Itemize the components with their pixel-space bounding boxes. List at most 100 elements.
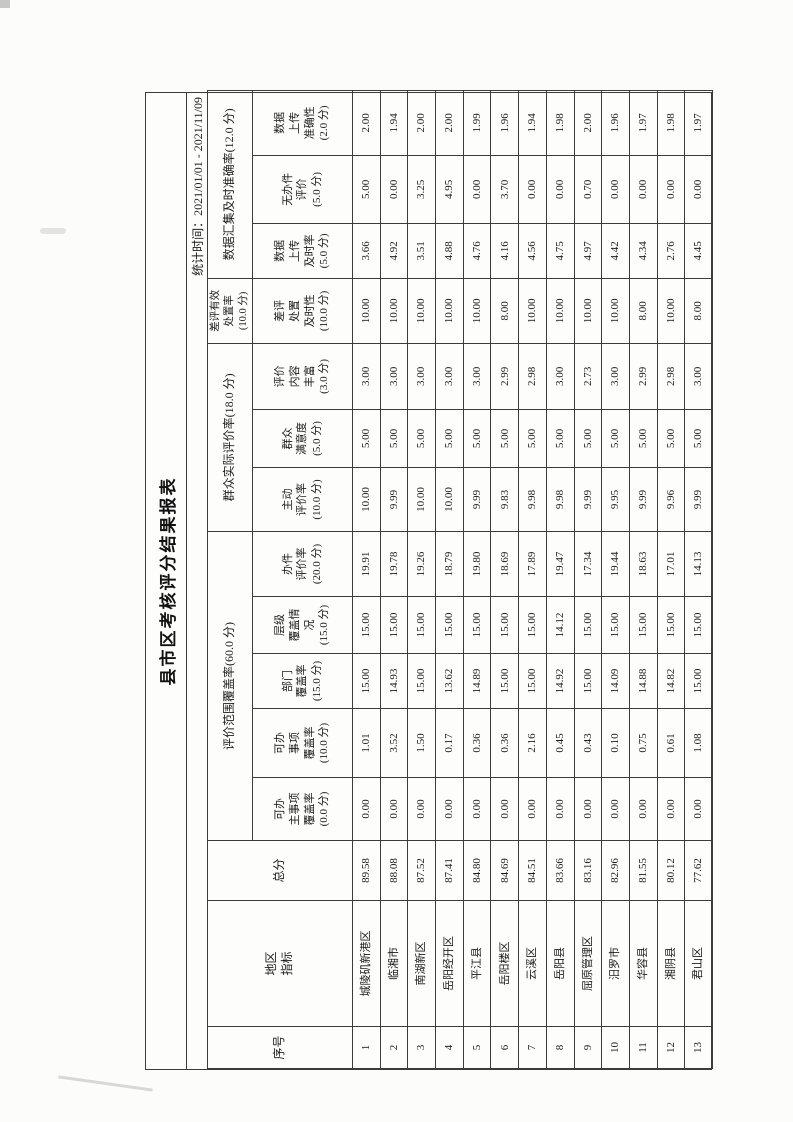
cell-score: 15.00 bbox=[601, 596, 630, 654]
table-row: 3 南湖新区 87.52 0.00 1.50 15.00 15.00 19.26 10.00 5.… bbox=[407, 90, 436, 1069]
cell-score: 0.00 bbox=[463, 777, 491, 841]
cell-total: 88.08 bbox=[380, 840, 408, 901]
cell-score: 0.36 bbox=[490, 708, 519, 778]
cell-score: 2.99 bbox=[490, 343, 519, 410]
cell-region: 城陵矶新港区 bbox=[352, 900, 381, 1027]
cell-score: 0.00 bbox=[380, 155, 408, 224]
table-row: 5 平江县 84.80 0.00 0.36 14.89 15.00 19.80 9.99 5.00… bbox=[463, 90, 491, 1069]
cell-score: 15.00 bbox=[657, 596, 685, 654]
cell-score: 1.96 bbox=[601, 90, 630, 156]
cell-score: 2.00 bbox=[352, 90, 381, 156]
cell-score: 0.00 bbox=[684, 777, 713, 841]
cell-score: 1.94 bbox=[380, 90, 408, 156]
cell-score: 5.00 bbox=[490, 409, 519, 468]
cell-score: 10.00 bbox=[601, 278, 630, 344]
cell-score: 14.13 bbox=[684, 531, 713, 597]
cell-score: 15.00 bbox=[435, 596, 464, 654]
cell-score: 4.34 bbox=[629, 223, 658, 279]
cell-score: 0.00 bbox=[463, 155, 491, 224]
cell-score: 10.00 bbox=[463, 278, 491, 344]
cell-score: 8.00 bbox=[629, 278, 658, 344]
cell-score: 3.00 bbox=[601, 343, 630, 410]
cell-score: 8.00 bbox=[490, 278, 519, 344]
cell-score: 5.00 bbox=[407, 409, 436, 468]
corner-header: 序号 bbox=[207, 1026, 353, 1069]
cell-score: 3.70 bbox=[490, 155, 519, 224]
cell-region: 汨罗市 bbox=[601, 900, 630, 1027]
cell-seq: 8 bbox=[546, 1026, 574, 1069]
score-table: 序号 地区 指标 总分 评价范围覆盖率(60.0 分) 群众实际评价率(18.0 分) 差… bbox=[207, 90, 713, 1069]
cell-score: 10.00 bbox=[518, 278, 547, 344]
cell-score: 15.00 bbox=[380, 596, 408, 654]
cell-score: 4.88 bbox=[435, 223, 464, 279]
cell-score: 15.00 bbox=[518, 653, 547, 709]
cell-seq: 6 bbox=[490, 1026, 519, 1069]
cell-score: 4.97 bbox=[574, 223, 602, 279]
cell-score: 15.00 bbox=[407, 653, 436, 709]
table-row: 6 岳阳楼区 84.69 0.00 0.36 15.00 15.00 18.69 9.83 5.0… bbox=[490, 90, 519, 1069]
cell-score: 0.10 bbox=[601, 708, 630, 778]
cell-score: 15.00 bbox=[490, 596, 519, 654]
cell-score: 15.00 bbox=[684, 653, 713, 709]
cell-seq: 4 bbox=[435, 1026, 464, 1069]
cell-score: 0.61 bbox=[657, 708, 685, 778]
cell-score: 14.88 bbox=[629, 653, 658, 709]
cell-score: 10.00 bbox=[435, 467, 464, 532]
cell-score: 0.00 bbox=[574, 777, 602, 841]
column-header: 数据 上传 及时率 (5.0 分) bbox=[252, 223, 353, 279]
cell-score: 8.00 bbox=[684, 278, 713, 344]
cell-region: 南湖新区 bbox=[407, 900, 436, 1027]
cell-score: 9.98 bbox=[518, 467, 547, 532]
cell-score: 3.00 bbox=[463, 343, 491, 410]
cell-score: 3.00 bbox=[546, 343, 574, 410]
cell-seq: 7 bbox=[518, 1026, 547, 1069]
cell-total: 82.96 bbox=[601, 840, 630, 901]
cell-score: 4.76 bbox=[463, 223, 491, 279]
cell-score: 9.99 bbox=[380, 467, 408, 532]
column-header: 可办 事项 覆盖率 (10.0 分) bbox=[252, 708, 353, 778]
cell-score: 5.00 bbox=[352, 155, 381, 224]
cell-total: 77.62 bbox=[684, 840, 713, 901]
cell-score: 0.75 bbox=[629, 708, 658, 778]
table-row: 13 君山区 77.62 0.00 1.08 15.00 15.00 14.13 9.99 5.0… bbox=[684, 90, 713, 1069]
cell-score: 10.00 bbox=[352, 467, 381, 532]
cell-score: 4.45 bbox=[684, 223, 713, 279]
cell-region: 君山区 bbox=[684, 900, 713, 1027]
cell-score: 0.00 bbox=[657, 777, 685, 841]
cell-score: 9.99 bbox=[463, 467, 491, 532]
stat-time-line: 统计时间：2021/01/01 - 2021/11/09 bbox=[190, 97, 205, 276]
cell-score: 4.95 bbox=[435, 155, 464, 224]
cell-score: 5.00 bbox=[657, 409, 685, 468]
cell-score: 15.00 bbox=[684, 596, 713, 654]
cell-score: 0.00 bbox=[518, 155, 547, 224]
cell-seq: 11 bbox=[629, 1026, 658, 1069]
cell-score: 0.17 bbox=[435, 708, 464, 778]
cell-score: 5.00 bbox=[629, 409, 658, 468]
table-row: 4 岳阳经开区 87.41 0.00 0.17 13.62 15.00 18.79 10.00 5… bbox=[435, 90, 464, 1069]
cell-score: 10.00 bbox=[546, 278, 574, 344]
cell-score: 2.00 bbox=[435, 90, 464, 156]
scan-corner-artifact bbox=[0, 0, 10, 8]
cell-score: 0.00 bbox=[490, 777, 519, 841]
cell-score: 2.00 bbox=[407, 90, 436, 156]
cell-total: 83.66 bbox=[546, 840, 574, 901]
cell-score: 19.44 bbox=[601, 531, 630, 597]
cell-region: 屈原管理区 bbox=[574, 900, 602, 1027]
cell-score: 2.98 bbox=[518, 343, 547, 410]
cell-score: 10.00 bbox=[657, 278, 685, 344]
cell-score: 10.00 bbox=[407, 467, 436, 532]
corner-header: 总分 bbox=[207, 840, 353, 901]
table-row: 12 湘阴县 80.12 0.00 0.61 14.82 15.00 17.01 9.96 5.0… bbox=[657, 90, 685, 1069]
cell-score: 3.00 bbox=[684, 343, 713, 410]
group-header: 群众实际评价率(18.0 分) bbox=[207, 343, 253, 532]
cell-score: 0.70 bbox=[574, 155, 602, 224]
scan-crease-artifact bbox=[58, 1075, 153, 1092]
cell-score: 3.00 bbox=[435, 343, 464, 410]
cell-score: 0.00 bbox=[601, 155, 630, 224]
cell-score: 10.00 bbox=[380, 278, 408, 344]
group-header-row: 序号 地区 指标 总分 评价范围覆盖率(60.0 分) 群众实际评价率(18.0 分) 差… bbox=[207, 90, 353, 1069]
cell-score: 3.00 bbox=[407, 343, 436, 410]
cell-score: 15.00 bbox=[463, 596, 491, 654]
cell-total: 80.12 bbox=[657, 840, 685, 901]
cell-score: 10.00 bbox=[407, 278, 436, 344]
